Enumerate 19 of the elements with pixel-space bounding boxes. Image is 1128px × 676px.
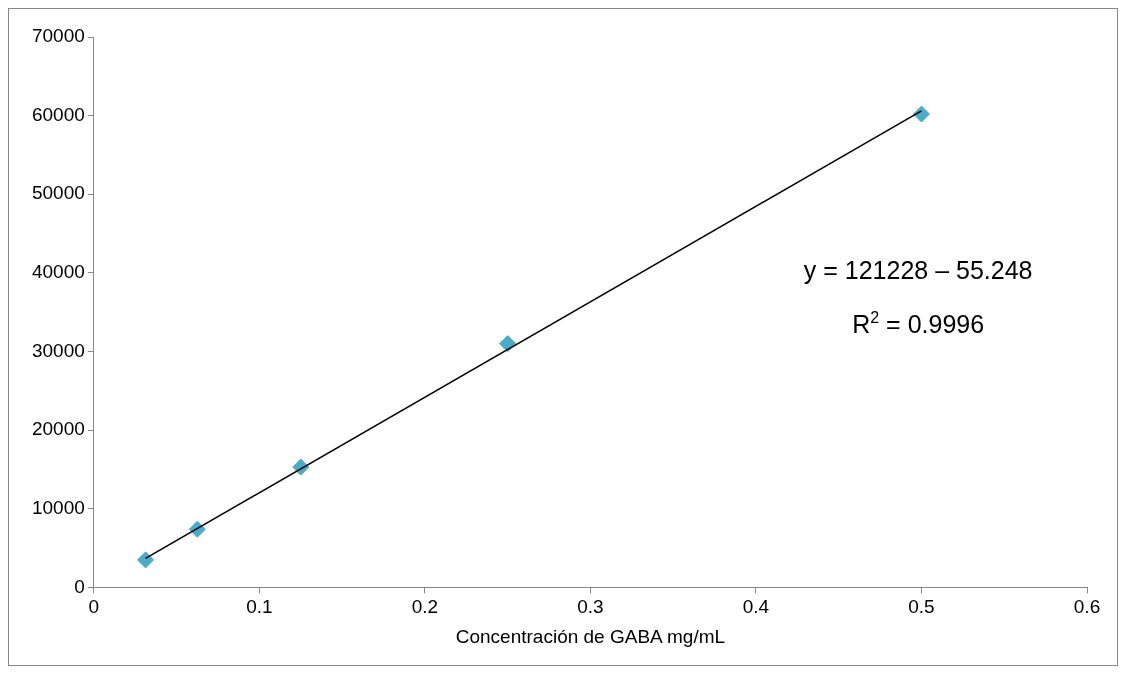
point (499, 335, 517, 353)
y-tick-label: 40000 (31, 261, 85, 283)
y-tick-label: 0 (74, 575, 85, 597)
x-tick-label: 0.5 (908, 596, 935, 618)
x-tick-label: 0.3 (577, 596, 604, 618)
y-tick-label: 20000 (31, 418, 85, 440)
x-tick-label: 0.2 (411, 596, 439, 618)
y-tick-label: 60000 (31, 103, 85, 125)
y-tick-label: 50000 (31, 182, 85, 204)
y-tick-label: 10000 (31, 497, 85, 519)
x-tick-label: 0.6 (1073, 596, 1101, 618)
x-tick-label: 0 (88, 596, 100, 618)
x-tick-label: 0.1 (246, 596, 273, 618)
point (137, 551, 155, 569)
y-tick-label: 30000 (31, 339, 85, 361)
annotation: y = 121228 – 55.248 (803, 256, 1033, 285)
y-tick-label: 70000 (31, 25, 85, 47)
x-axis-title: Concentración de GABA mg/mL (455, 625, 726, 647)
x-tick-label: 0.4 (742, 596, 770, 618)
